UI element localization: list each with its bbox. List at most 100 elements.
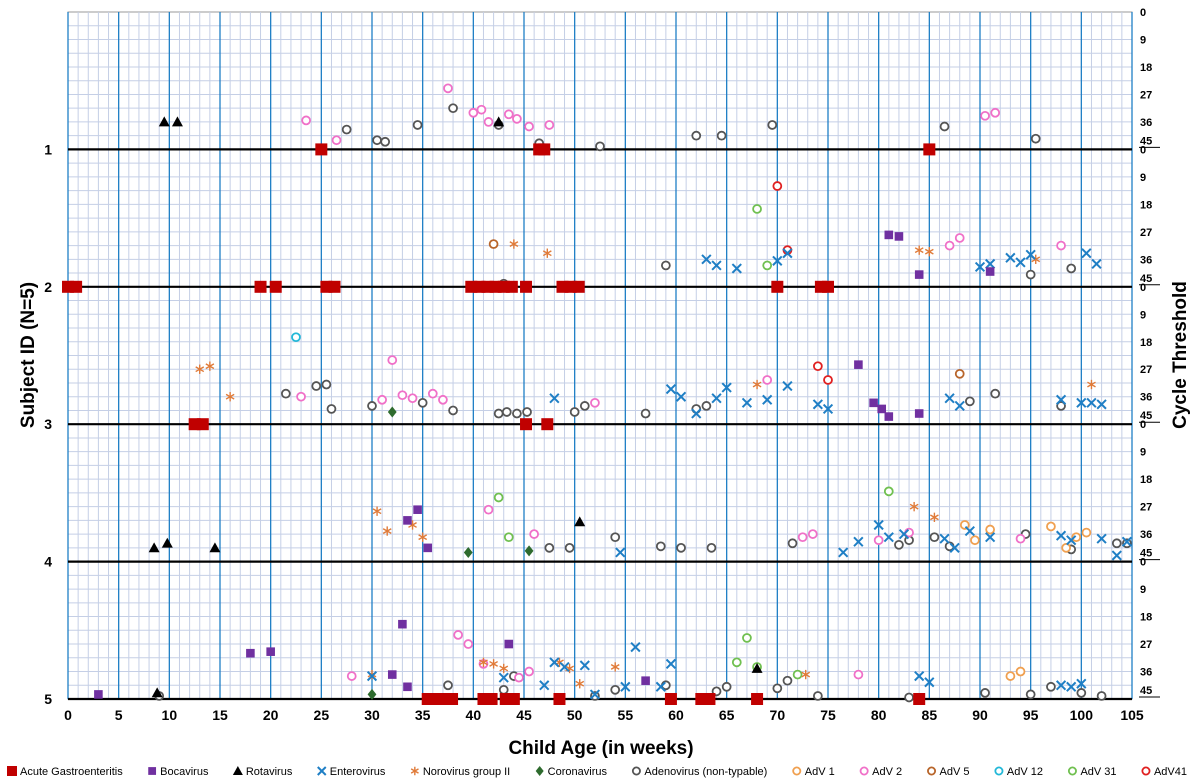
point-adenovirus-non-typable — [498, 684, 509, 695]
point-norovirus-group-ii — [499, 663, 509, 674]
point-bocavirus — [403, 682, 412, 692]
point-enterovirus-stroke — [655, 681, 666, 692]
point-acute-gastroenteritis — [485, 693, 498, 705]
cycle-threshold-tick-label: 18 — [1140, 474, 1152, 486]
point-enterovirus — [721, 382, 732, 393]
point-enterovirus-stroke — [1055, 530, 1067, 541]
point-enterovirus — [924, 677, 935, 688]
point-enterovirus — [655, 681, 666, 692]
point-adenovirus-non-typable — [1025, 269, 1036, 280]
point-bocavirus — [504, 639, 514, 649]
point-bocavirus — [894, 232, 904, 241]
point-enterovirus-stroke — [741, 397, 753, 408]
legend-swatch-coronavirus — [535, 766, 544, 776]
point-enterovirus — [1066, 535, 1077, 546]
series-adv-2 — [296, 83, 1066, 683]
x-tick-label: 15 — [212, 707, 228, 723]
point-adv-1 — [1015, 666, 1026, 677]
cycle-threshold-tick-label: 9 — [1140, 584, 1146, 596]
point-enterovirus-stroke — [701, 254, 712, 265]
point-adenovirus-non-typable — [767, 120, 778, 130]
point-acute-gastroenteritis — [751, 693, 764, 705]
point-adenovirus-non-typable — [326, 404, 337, 414]
point-rotavirus — [148, 542, 160, 553]
point-enterovirus — [949, 542, 960, 553]
point-enterovirus — [954, 400, 965, 411]
point-norovirus-group-ii-stroke — [195, 366, 205, 373]
point-adv-1 — [1071, 532, 1082, 543]
point-norovirus-group-ii — [801, 669, 811, 680]
point-norovirus-group-ii — [479, 657, 488, 668]
point-adv-1 — [1005, 671, 1016, 681]
point-adv-1 — [1081, 527, 1092, 538]
legend-item-adv-12: AdV 12 — [994, 766, 1043, 778]
legend-item-adv-5: AdV 5 — [927, 766, 970, 778]
point-adv-2 — [1015, 533, 1026, 544]
series-enterovirus — [366, 248, 1133, 700]
x-tick-label: 35 — [415, 707, 431, 723]
subject-tick-label: 4 — [44, 554, 52, 570]
point-enterovirus — [549, 393, 560, 404]
cycle-threshold-tick-label: 18 — [1140, 62, 1152, 74]
point-norovirus-group-ii-stroke — [489, 660, 498, 667]
cycle-threshold-tick-label: 18 — [1140, 612, 1152, 624]
point-enterovirus-stroke — [711, 393, 722, 404]
point-adenovirus-non-typable — [782, 675, 793, 686]
point-adv-2 — [807, 529, 818, 539]
point-adv-1 — [1061, 542, 1071, 553]
cycle-threshold-tick-label: 27 — [1140, 639, 1152, 651]
point-norovirus-group-ii — [225, 392, 235, 402]
point-adenovirus-non-typable — [721, 681, 732, 692]
point-adenovirus-non-typable — [661, 260, 671, 271]
point-adenovirus-non-typable — [367, 401, 377, 411]
point-norovirus-group-ii — [752, 379, 762, 390]
point-acute-gastroenteritis — [538, 143, 551, 156]
point-enterovirus-stroke — [873, 519, 884, 531]
point-acute-gastroenteritis — [520, 280, 533, 293]
point-enterovirus — [914, 670, 925, 682]
cycle-threshold-tick-label: 27 — [1140, 89, 1152, 101]
point-bocavirus — [869, 398, 878, 408]
legend-label-adv-5: AdV 5 — [940, 766, 970, 778]
point-enterovirus — [366, 670, 378, 682]
point-enterovirus-stroke — [721, 382, 732, 393]
point-adv-2 — [463, 639, 474, 649]
point-enterovirus — [539, 680, 550, 691]
point-enterovirus — [711, 393, 722, 404]
point-enterovirus-stroke — [1111, 550, 1122, 561]
plot-marks — [62, 83, 1133, 705]
point-adv-31 — [792, 669, 803, 680]
series-norovirus-group-ii — [195, 239, 1096, 689]
point-adv-31 — [883, 486, 894, 497]
point-adenovirus-non-typable — [417, 397, 428, 408]
point-enterovirus — [1096, 533, 1107, 544]
point-enterovirus — [701, 254, 712, 265]
legend-swatch-adv-2 — [859, 766, 869, 776]
legend-label-rotavirus: Rotavirus — [246, 766, 293, 778]
point-enterovirus — [1111, 550, 1122, 561]
point-norovirus-group-ii-stroke — [930, 514, 939, 521]
point-enterovirus-stroke — [944, 393, 955, 404]
point-bocavirus — [398, 619, 407, 629]
point-adenovirus-non-typable — [311, 381, 322, 391]
point-adv-31 — [731, 657, 742, 668]
point-norovirus-group-ii — [575, 679, 585, 689]
point-norovirus-group-ii-stroke — [575, 680, 585, 687]
point-norovirus-group-ii-stroke — [909, 503, 919, 510]
point-coronavirus — [524, 545, 534, 557]
legend-swatch-norovirus-group-ii-stroke — [410, 768, 419, 774]
x-tick-label: 95 — [1023, 707, 1039, 723]
point-adenovirus-non-typable — [448, 103, 458, 114]
point-adv-5 — [954, 368, 965, 379]
point-enterovirus — [1066, 681, 1077, 692]
point-enterovirus-stroke — [883, 532, 894, 543]
point-norovirus-group-ii — [930, 512, 939, 523]
point-enterovirus-stroke — [853, 536, 864, 547]
cycle-threshold-tick-label: 36 — [1140, 667, 1152, 679]
legend-swatch-acute-gastroenteritis — [7, 766, 17, 776]
point-enterovirus — [1076, 678, 1087, 689]
point-enterovirus — [762, 394, 773, 405]
legend-swatch-bocavirus — [148, 767, 157, 775]
cycle-threshold-tick-label: 45 — [1140, 135, 1152, 147]
point-norovirus-group-ii — [914, 245, 924, 255]
